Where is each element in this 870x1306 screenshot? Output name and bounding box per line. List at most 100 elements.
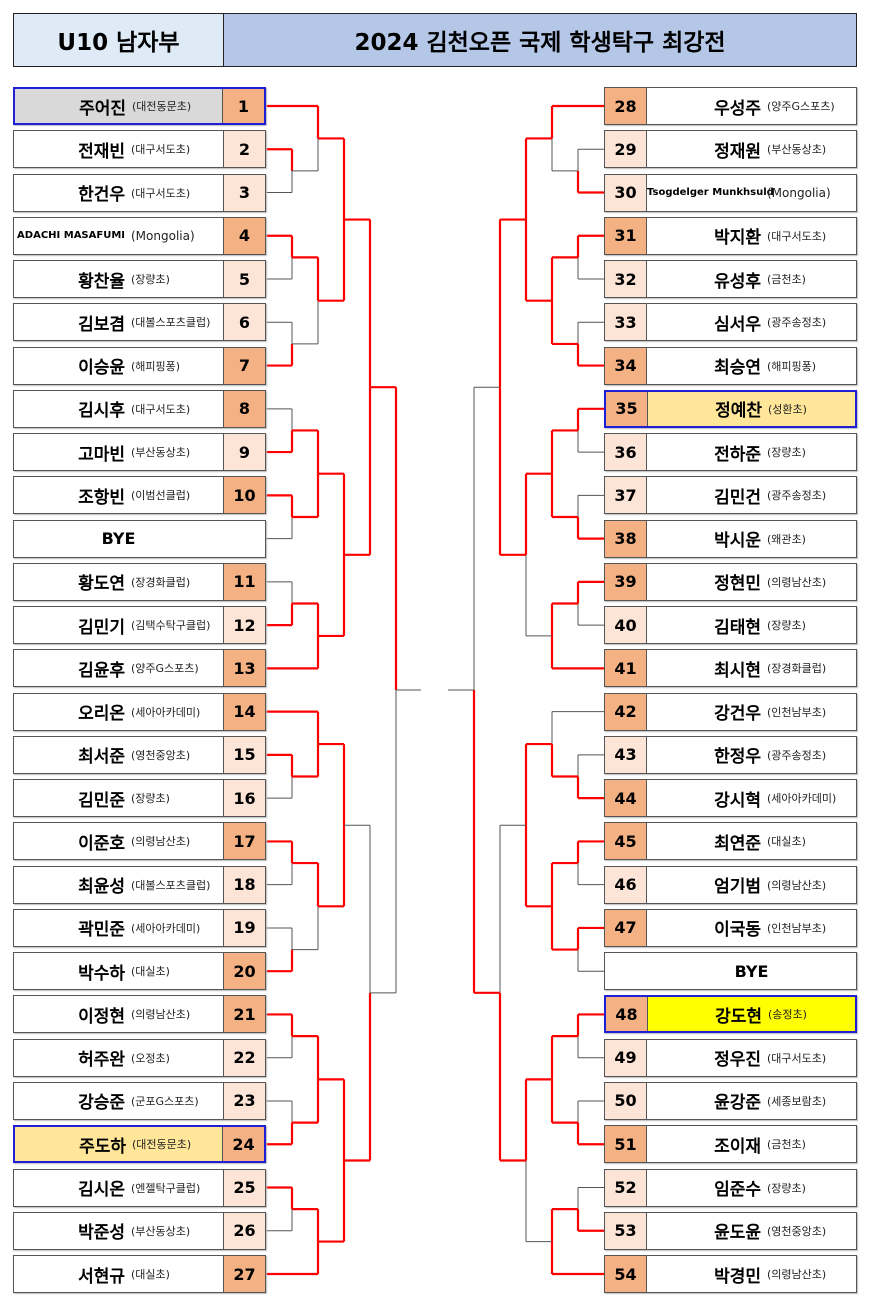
player-entry[interactable]: 최승연 (해피핑퐁) 34	[604, 346, 857, 385]
player-entry[interactable]: 한건우 (대구서도초) 3	[13, 173, 266, 212]
name-area: 오리온 (세아아카데미)	[14, 694, 223, 730]
player-entry[interactable]: 윤강준 (세종보람초) 50	[604, 1081, 857, 1120]
player-entry[interactable]: 윤도윤 (영천중앙초) 53	[604, 1211, 857, 1250]
name-area: 윤도윤 (영천중앙초)	[647, 1213, 856, 1249]
seed-number: 47	[605, 909, 647, 946]
player-entry[interactable]: 박시운 (왜관초) 38	[604, 519, 857, 558]
player-entry[interactable]: 정우진 (대구서도초) 49	[604, 1038, 857, 1077]
player-entry[interactable]: 이승윤 (해피핑퐁) 7	[13, 346, 266, 385]
player-entry[interactable]: 심서우 (광주송정초) 33	[604, 303, 857, 342]
player-name: 김태현	[714, 617, 761, 638]
player-entry[interactable]: 김민준 (장량초) 16	[13, 779, 266, 818]
seed-number: 39	[605, 563, 647, 600]
player-entry[interactable]: 허주완 (오정초) 22	[13, 1038, 266, 1077]
player-entry[interactable]: 임준수 (장량초) 52	[604, 1168, 857, 1207]
seed-number: 48	[606, 997, 648, 1032]
player-entry[interactable]: 강시혁 (세아아카데미) 44	[604, 779, 857, 818]
seed-number: 30	[605, 174, 647, 211]
player-entry[interactable]: Tsogdelger Munkhsuld (Mongolia) 30	[604, 173, 857, 212]
player-entry[interactable]: 고마빈 (부산동상초) 9	[13, 433, 266, 472]
player-entry[interactable]: 조항빈 (이범선클럽) 10	[13, 476, 266, 515]
player-entry[interactable]: 최서준 (영천중앙초) 15	[13, 735, 266, 774]
player-school: (대구서도초)	[131, 186, 191, 200]
player-school: (해피핑퐁)	[767, 359, 817, 373]
player-entry[interactable]: 박수하 (대실초) 20	[13, 952, 266, 991]
player-entry[interactable]: 유성후 (금천초) 32	[604, 260, 857, 299]
player-entry[interactable]: 곽민준 (세아아카데미) 19	[13, 908, 266, 947]
player-school: (이범선클럽)	[131, 489, 191, 503]
seed-number: 23	[223, 1082, 265, 1119]
player-entry[interactable]: 황도연 (장경화클럽) 11	[13, 562, 266, 601]
name-area: 최연준 (대실초)	[647, 823, 856, 859]
seed-number: 51	[605, 1126, 647, 1163]
name-area: 서현규 (대실초)	[14, 1256, 223, 1292]
player-entry[interactable]: 주어진 (대전동문초) 1	[13, 87, 266, 125]
player-entry[interactable]: 엄기범 (의령남산초) 46	[604, 865, 857, 904]
name-area: 주도하 (대전동문초)	[15, 1127, 222, 1162]
seed-number: 52	[605, 1169, 647, 1206]
player-school: (대구서도초)	[131, 402, 191, 416]
seed-number: 25	[223, 1169, 265, 1206]
player-entry[interactable]: 김보겸 (대볼스포츠클럽) 6	[13, 303, 266, 342]
player-entry[interactable]: 최윤성 (대볼스포츠클럽) 18	[13, 865, 266, 904]
player-entry[interactable]: 김민건 (광주송정초) 37	[604, 476, 857, 515]
player-entry[interactable]: 정예찬 (성환초) 35	[604, 389, 857, 428]
player-school: (대구서도초)	[767, 229, 827, 243]
name-area: 이정현 (의령남산초)	[14, 996, 223, 1032]
name-area: 한건우 (대구서도초)	[14, 175, 223, 211]
player-entry[interactable]: 서현규 (대실초) 27	[13, 1255, 266, 1294]
player-school: (장경화클럽)	[767, 662, 827, 676]
player-entry[interactable]: 김민기 (김택수탁구클럽) 12	[13, 606, 266, 645]
name-area: 김민준 (장량초)	[14, 780, 223, 816]
player-name: 한정우	[714, 747, 761, 768]
player-entry[interactable]: 한정우 (광주송정초) 43	[604, 735, 857, 774]
player-entry[interactable]: 우성주 (양주G스포츠) 28	[604, 87, 857, 125]
seed-number: 1	[222, 89, 264, 123]
player-entry[interactable]: 강도현 (송정초) 48	[604, 995, 857, 1034]
player-name: 이국동	[714, 920, 761, 941]
player-entry[interactable]: 정현민 (의령남산초) 39	[604, 562, 857, 601]
seed-number: 19	[223, 909, 265, 946]
player-entry[interactable]: 강승준 (군포G스포츠) 23	[13, 1081, 266, 1120]
player-entry[interactable]: 박경민 (의령남산초) 54	[604, 1255, 857, 1294]
player-entry[interactable]: 조이재 (금천초) 51	[604, 1125, 857, 1164]
player-entry[interactable]: 김윤후 (양주G스포츠) 13	[13, 649, 266, 688]
player-entry[interactable]: 이국동 (인천남부초) 47	[604, 908, 857, 947]
player-entry[interactable]: 전하준 (장량초) 36	[604, 433, 857, 472]
player-entry[interactable]: ADACHI MASAFUMI (Mongolia) 4	[13, 216, 266, 255]
bye-slot[interactable]: BYE	[13, 519, 266, 558]
player-entry[interactable]: 김시온 (엔젤탁구클럽) 25	[13, 1168, 266, 1207]
player-entry[interactable]: 황찬율 (장량초) 5	[13, 260, 266, 299]
seed-number: 44	[605, 780, 647, 817]
player-entry[interactable]: 오리온 (세아아카데미) 14	[13, 692, 266, 731]
player-name: 한건우	[78, 185, 125, 206]
seed-number: 40	[605, 607, 647, 644]
player-entry[interactable]: 주도하 (대전동문초) 24	[13, 1125, 266, 1164]
player-entry[interactable]: 최시현 (장경화클럽) 41	[604, 649, 857, 688]
seed-number: 27	[223, 1256, 265, 1293]
seed-number: 18	[223, 866, 265, 903]
player-name: 전하준	[714, 444, 761, 465]
player-entry[interactable]: 최연준 (대실초) 45	[604, 822, 857, 861]
player-name: 박경민	[714, 1266, 761, 1287]
seed-number: 2	[223, 131, 265, 168]
player-entry[interactable]: 이준호 (의령남산초) 17	[13, 822, 266, 861]
player-name: 김시온	[78, 1180, 125, 1200]
player-name: ADACHI MASAFUMI	[17, 230, 125, 242]
player-entry[interactable]: 강건우 (인천남부초) 42	[604, 692, 857, 731]
player-school: (장량초)	[767, 446, 806, 460]
player-school: (광주송정초)	[767, 748, 827, 762]
player-entry[interactable]: 이정현 (의령남산초) 21	[13, 995, 266, 1034]
name-area: 조항빈 (이범선클럽)	[14, 477, 223, 513]
seed-number: 5	[223, 261, 265, 298]
player-entry[interactable]: 박준성 (부산동상초) 26	[13, 1211, 266, 1250]
player-entry[interactable]: 전재빈 (대구서도초) 2	[13, 130, 266, 169]
player-entry[interactable]: 박지환 (대구서도초) 31	[604, 216, 857, 255]
player-entry[interactable]: 김시후 (대구서도초) 8	[13, 389, 266, 428]
player-school: (장량초)	[131, 792, 170, 806]
name-area: 김민건 (광주송정초)	[647, 477, 856, 513]
player-entry[interactable]: 김태현 (장량초) 40	[604, 606, 857, 645]
player-entry[interactable]: 정재원 (부산동상초) 29	[604, 130, 857, 169]
bye-slot[interactable]: BYE	[604, 952, 857, 991]
